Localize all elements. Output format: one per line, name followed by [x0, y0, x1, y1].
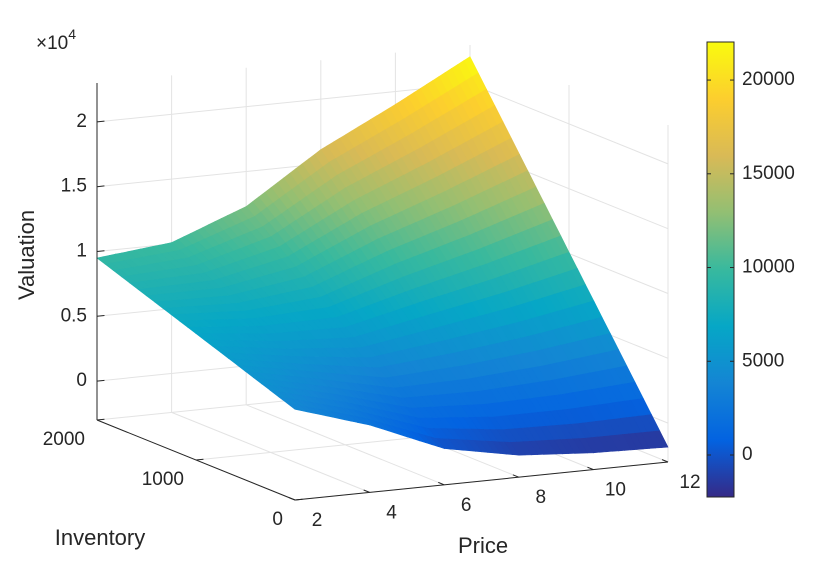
- y-tick-label: 2000: [43, 429, 85, 450]
- y-tick-label: 0: [272, 509, 283, 530]
- colorbar-tick-label: 20000: [742, 69, 795, 90]
- x-axis-line: [294, 461, 669, 501]
- x-tick: [438, 481, 445, 486]
- x-tick-label: 6: [461, 495, 472, 516]
- colorbar-tick-label: 15000: [742, 163, 795, 184]
- z-axis-label: Valuation: [14, 210, 39, 300]
- x-tick-label: 2: [312, 510, 323, 531]
- y-axis-label: Inventory: [55, 525, 146, 550]
- grid-line: [469, 83, 669, 165]
- x-tick: [512, 474, 519, 478]
- x-axis-label: Price: [458, 533, 508, 558]
- x-tick-label: 4: [386, 502, 397, 523]
- surface-patch: [286, 402, 302, 411]
- z-tick: [96, 315, 105, 317]
- z-exponent-power: 4: [68, 26, 76, 42]
- colorbar-tick-label: 10000: [742, 257, 795, 278]
- grid-line: [96, 83, 471, 123]
- z-tick: [96, 379, 105, 382]
- x-tick: [288, 497, 296, 501]
- colorbar: [706, 41, 735, 498]
- z-tick-label: 0.5: [61, 305, 87, 326]
- x-tick: [661, 459, 669, 463]
- z-tick-label: 1.5: [61, 176, 87, 197]
- y-tick: [96, 418, 105, 421]
- z-exponent: ×104: [36, 26, 76, 54]
- colorbar-tick-label: 5000: [742, 350, 784, 371]
- x-tick: [363, 489, 370, 493]
- x-tick: [587, 466, 594, 471]
- z-tick-label: 0: [76, 370, 87, 391]
- y-tick: [195, 458, 204, 461]
- x-tick-label: 10: [605, 480, 626, 501]
- z-tick-label: 1: [76, 241, 87, 262]
- y-tick-label: 1000: [142, 469, 184, 490]
- y-tick: [294, 498, 303, 501]
- z-tick: [96, 185, 105, 188]
- x-tick-label: 12: [679, 472, 700, 493]
- z-tick-label: 2: [76, 111, 87, 132]
- z-exponent-base: ×10: [36, 33, 68, 54]
- colorbar-tick-label: 0: [742, 444, 753, 465]
- z-tick: [96, 250, 105, 252]
- x-tick-label: 8: [536, 487, 547, 508]
- z-tick: [96, 120, 105, 123]
